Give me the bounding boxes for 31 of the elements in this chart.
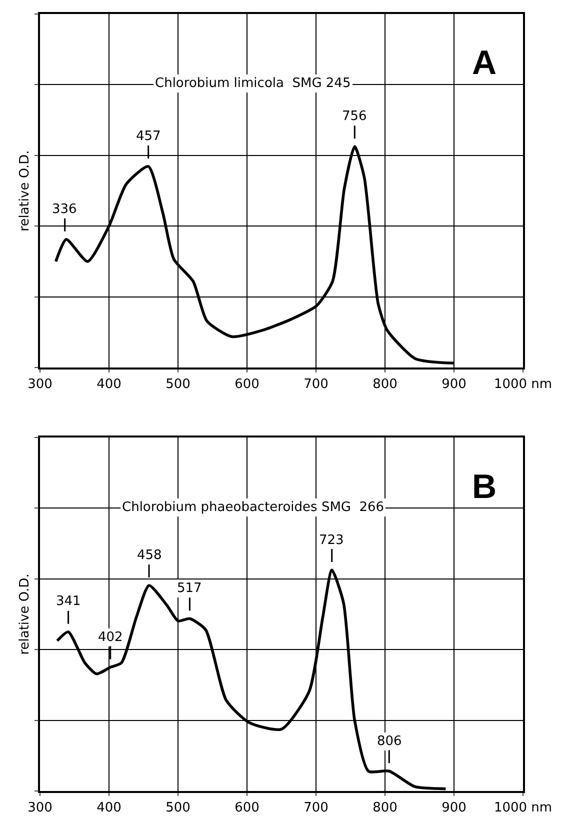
annotation: 336 bbox=[52, 202, 77, 217]
annotation: 402 bbox=[98, 630, 123, 645]
x-tick-label: 500 bbox=[166, 376, 190, 392]
text: A bbox=[472, 44, 497, 82]
x-tick-label: 800 bbox=[372, 376, 398, 392]
x-tick-label: 900 bbox=[442, 376, 466, 392]
x-tick-label: 1000 nm bbox=[494, 800, 552, 816]
chart-title: Chlorobium limicola SMG 245 bbox=[155, 76, 351, 91]
annotation: 458 bbox=[137, 548, 162, 563]
annotation: 723 bbox=[319, 533, 344, 548]
x-tick-label: 700 bbox=[304, 376, 328, 392]
chart-title: Chlorobium phaeobacteroides SMG 266 bbox=[122, 500, 384, 515]
x-tick-label: 900 bbox=[442, 800, 466, 816]
x-tick-label: 1000 nm bbox=[494, 376, 552, 392]
x-tick-label: 500 bbox=[166, 800, 190, 816]
x-tick-label: 400 bbox=[96, 376, 122, 392]
annotation: 517 bbox=[177, 581, 202, 596]
annotation: 806 bbox=[377, 734, 402, 749]
x-tick-label: 600 bbox=[234, 800, 260, 816]
y-axis-title: relative O.D. bbox=[18, 574, 33, 655]
x-tick-label: 700 bbox=[304, 800, 328, 816]
annotation: 756 bbox=[342, 109, 367, 124]
x-tick-label: 800 bbox=[372, 800, 398, 816]
text: B bbox=[472, 468, 497, 506]
x-tick-label: 300 bbox=[28, 800, 52, 816]
x-tick-label: 600 bbox=[234, 376, 260, 392]
annotation: 341 bbox=[56, 594, 81, 609]
x-tick-label: 400 bbox=[96, 800, 122, 816]
y-axis-title: relative O.D. bbox=[18, 150, 33, 232]
x-tick-label: 300 bbox=[28, 376, 52, 392]
annotation: 457 bbox=[136, 129, 161, 144]
